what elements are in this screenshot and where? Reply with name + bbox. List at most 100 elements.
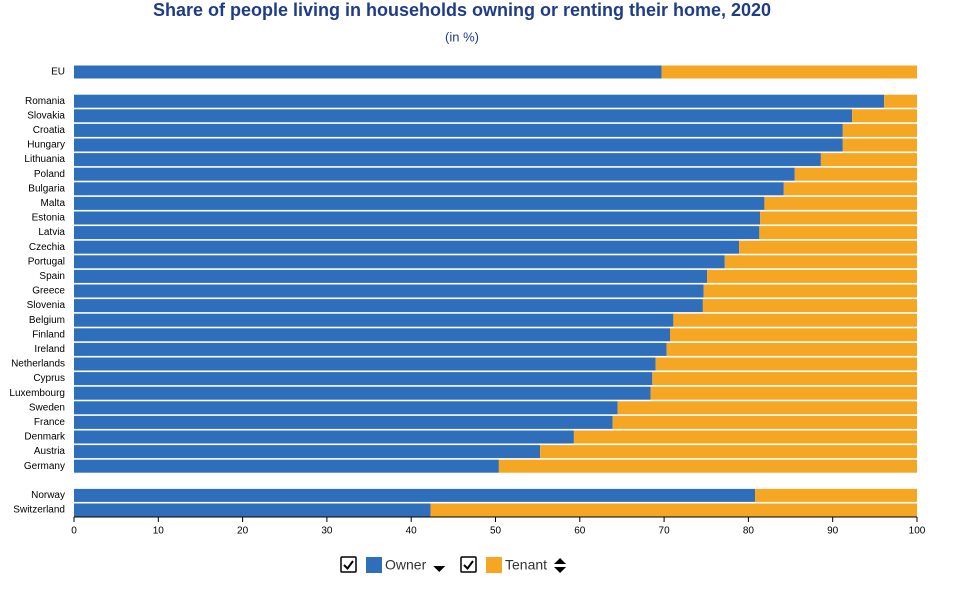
legend-checkbox[interactable] xyxy=(460,556,477,573)
x-tick-label: 100 xyxy=(909,526,926,537)
category-label: Germany xyxy=(24,461,65,472)
x-tick-label: 70 xyxy=(659,526,671,537)
category-label: Portugal xyxy=(28,256,65,267)
x-tick-label: 40 xyxy=(406,526,418,537)
bar-segment xyxy=(74,503,431,517)
category-label: Poland xyxy=(34,169,65,180)
bar-segment xyxy=(74,342,667,356)
category-label: Croatia xyxy=(33,125,66,136)
category-label: Hungary xyxy=(27,140,65,151)
x-tick-label: 50 xyxy=(490,526,502,537)
bar-segment xyxy=(842,138,917,152)
category-label: Czechia xyxy=(29,242,66,253)
category-label: Spain xyxy=(39,271,65,282)
bar-segment xyxy=(655,357,917,371)
bar-segment xyxy=(702,299,917,313)
category-label: Netherlands xyxy=(11,359,65,370)
bar-segment xyxy=(74,94,885,108)
sort-icon[interactable] xyxy=(433,566,446,572)
bar-segment xyxy=(74,386,651,400)
bar-segment xyxy=(74,182,784,196)
bar-segment xyxy=(650,386,917,400)
bar-segment xyxy=(74,372,653,386)
bar-segment xyxy=(652,372,917,386)
legend-label[interactable]: Owner xyxy=(385,557,427,573)
bar-segment xyxy=(498,459,917,473)
category-label: Austria xyxy=(34,446,66,457)
bar-segment xyxy=(74,415,613,429)
bar-segment xyxy=(783,182,917,196)
bar-segment xyxy=(74,255,725,269)
category-label: Ireland xyxy=(34,344,65,355)
bar-segment xyxy=(842,123,917,137)
bar-segment xyxy=(540,445,917,459)
bar-segment xyxy=(74,401,618,415)
category-label: Norway xyxy=(31,490,65,501)
category-label: Slovakia xyxy=(27,110,65,121)
category-label: Cyprus xyxy=(33,373,65,384)
legend-label[interactable]: Tenant xyxy=(505,557,547,573)
bar-segment xyxy=(74,269,708,283)
chart-subtitle: (in %) xyxy=(445,29,479,44)
bar-segment xyxy=(74,226,760,240)
checkmark xyxy=(343,560,354,571)
bar-segment xyxy=(794,167,917,181)
bar-segment xyxy=(74,153,821,167)
bar-segment xyxy=(74,328,671,342)
bar-segment xyxy=(74,459,499,473)
category-label: Lithuania xyxy=(24,154,65,165)
bar-segment xyxy=(764,196,917,210)
bar-segment xyxy=(612,415,917,429)
bar-segment xyxy=(74,167,795,181)
x-tick-label: 20 xyxy=(237,526,249,537)
category-label: Belgium xyxy=(29,315,65,326)
category-label: Bulgaria xyxy=(28,183,65,194)
bar-segment xyxy=(74,299,703,313)
category-label: France xyxy=(34,417,66,428)
bar-segment xyxy=(760,211,917,225)
bar-segment xyxy=(74,211,761,225)
bar-segment xyxy=(74,240,740,254)
category-label: Finland xyxy=(32,329,65,340)
category-label: Slovenia xyxy=(27,300,66,311)
bar-segment xyxy=(661,65,917,79)
bar-segment xyxy=(74,65,662,79)
bar-segment xyxy=(74,284,704,298)
x-tick-label: 90 xyxy=(827,526,839,537)
bar-segment xyxy=(74,488,756,502)
category-label: EU xyxy=(51,67,65,78)
bar-segment xyxy=(759,226,917,240)
category-label: Romania xyxy=(25,96,65,107)
bar-segment xyxy=(670,328,917,342)
category-label: Malta xyxy=(41,198,66,209)
x-tick-label: 30 xyxy=(321,526,333,537)
x-tick-label: 0 xyxy=(71,526,77,537)
bar-segment xyxy=(74,445,541,459)
bar-segment xyxy=(573,430,917,444)
bar-segment xyxy=(707,269,917,283)
x-tick-label: 80 xyxy=(743,526,755,537)
category-label: Estonia xyxy=(32,213,66,224)
bar-segment xyxy=(74,357,656,371)
category-label: Sweden xyxy=(29,402,65,413)
bar-segment xyxy=(74,196,765,210)
category-label: Switzerland xyxy=(13,505,65,516)
bar-segment xyxy=(617,401,917,415)
legend-checkbox[interactable] xyxy=(340,556,357,573)
bar-segment xyxy=(666,342,917,356)
category-label: Luxembourg xyxy=(9,388,65,399)
checkmark xyxy=(463,560,474,571)
legend-swatch xyxy=(366,557,382,573)
legend-swatch xyxy=(486,557,502,573)
bar-segment xyxy=(884,94,917,108)
chart-title: Share of people living in households own… xyxy=(153,0,771,20)
bar-segment xyxy=(74,138,843,152)
bar-segment xyxy=(703,284,917,298)
bar-segment xyxy=(739,240,917,254)
sort-icon[interactable] xyxy=(554,558,567,573)
bar-segment xyxy=(755,488,917,502)
bar-segment xyxy=(820,153,917,167)
bar-segment xyxy=(852,109,917,123)
x-tick-label: 60 xyxy=(574,526,586,537)
category-label: Greece xyxy=(32,286,65,297)
